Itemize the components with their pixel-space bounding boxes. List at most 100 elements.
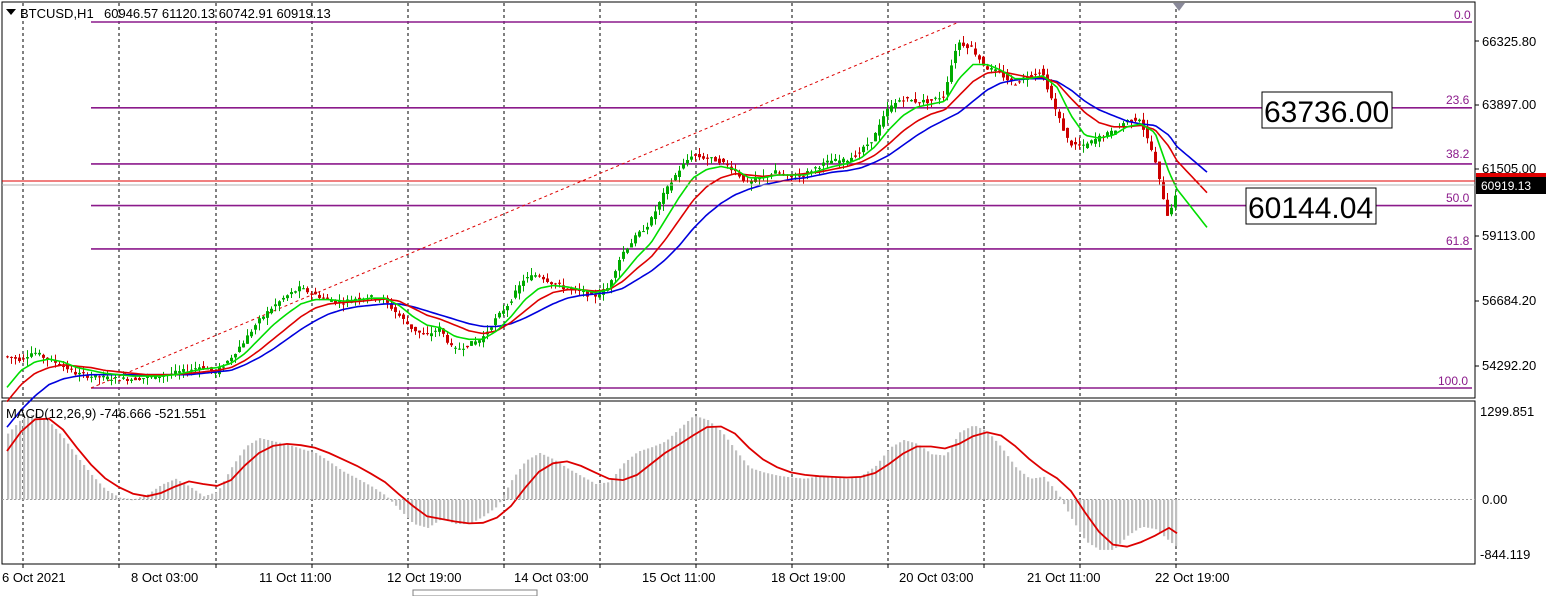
candle-bull <box>114 377 117 379</box>
candle-bull <box>30 353 33 357</box>
candle-bull <box>614 271 617 278</box>
candle-bull <box>282 297 285 300</box>
macd-bar <box>55 428 58 500</box>
macd-bar <box>463 499 466 525</box>
time-label: 8 Oct 03:00 <box>131 570 198 585</box>
macd-bar <box>43 418 46 500</box>
candle-bull <box>274 304 277 307</box>
macd-bar <box>1095 499 1098 548</box>
macd-bar <box>923 448 926 500</box>
candle-bull <box>598 294 601 298</box>
macd-bar <box>459 499 462 525</box>
ohlc-values: 60946.57 61120.13 60742.91 60919.13 <box>104 6 331 21</box>
macd-bar <box>207 494 210 500</box>
macd-bar <box>195 490 198 500</box>
macd-bar <box>287 444 290 500</box>
macd-bar <box>1047 481 1050 500</box>
candle-bear <box>334 299 337 304</box>
macd-bar <box>919 445 922 500</box>
trend-line <box>90 21 960 389</box>
macd-bar <box>631 456 634 500</box>
candle-bear <box>54 360 57 363</box>
candle-bull <box>246 335 249 344</box>
macd-bar <box>771 474 774 500</box>
macd-bar <box>355 477 358 500</box>
symbol-dropdown-icon[interactable] <box>6 9 16 15</box>
time-label: 14 Oct 03:00 <box>514 570 588 585</box>
macd-bar <box>335 466 338 500</box>
macd-bar <box>1011 461 1014 500</box>
macd-bar <box>123 498 126 500</box>
candle-bull <box>810 171 813 173</box>
macd-bar <box>831 476 834 500</box>
candle-bear <box>906 97 909 99</box>
candle-bull <box>866 144 869 147</box>
chart-shift-marker-icon[interactable] <box>1173 3 1185 11</box>
macd-bar <box>1075 499 1078 526</box>
macd-bar <box>95 479 98 500</box>
macd-bar <box>951 445 954 500</box>
macd-bar <box>467 499 470 525</box>
macd-bar <box>243 449 246 500</box>
candle-bull <box>158 376 161 378</box>
candle-bull <box>934 97 937 99</box>
candle-bear <box>714 157 717 162</box>
macd-histogram <box>7 413 1178 550</box>
macd-bar <box>251 442 254 500</box>
candle-bull <box>626 248 629 253</box>
candle-bull <box>950 65 953 82</box>
horizontal-scrollbar[interactable] <box>412 589 538 596</box>
fib-label-100: 100.0 <box>1438 374 1468 388</box>
price-tick-1: 66325.80 <box>1482 34 1536 49</box>
candle-bull <box>806 171 809 174</box>
macd-bar <box>751 468 754 500</box>
macd-bar <box>743 460 746 500</box>
macd-bar <box>527 459 530 500</box>
lower-price-box[interactable] <box>1245 187 1377 225</box>
candle-bull <box>894 102 897 109</box>
candle-bear <box>974 48 977 55</box>
upper-price-box[interactable] <box>1261 91 1393 129</box>
macd-bar <box>39 415 42 500</box>
macd-bar <box>83 464 86 500</box>
macd-bar <box>223 481 226 500</box>
candle-bear <box>442 328 445 334</box>
macd-bar <box>375 489 378 500</box>
current-price-label: 60919.13 <box>1481 179 1531 193</box>
macd-bar <box>235 461 238 500</box>
macd-bar <box>1115 499 1118 548</box>
candle-bull <box>330 300 333 302</box>
time-label: 21 Oct 11:00 <box>1027 570 1100 585</box>
macd-bar <box>255 440 258 500</box>
candle-bear <box>410 324 413 329</box>
candle-bear <box>778 172 781 174</box>
macd-bar <box>139 497 142 500</box>
candle-bull <box>434 330 437 332</box>
macd-bar <box>203 496 206 500</box>
macd-bar <box>947 452 950 500</box>
macd-bar <box>791 477 794 500</box>
candle-bull <box>458 348 461 350</box>
macd-bar <box>135 498 138 500</box>
macd-bar <box>307 450 310 500</box>
candle-bull <box>818 167 821 169</box>
macd-bar <box>491 499 494 511</box>
candle-bull <box>190 369 193 371</box>
candle-bear <box>74 371 77 375</box>
macd-bar <box>211 493 214 500</box>
candle-bull <box>602 289 605 295</box>
macd-bar <box>179 481 182 500</box>
macd-bar <box>59 433 62 500</box>
candle-bear <box>1066 127 1069 138</box>
candle-bear <box>1002 72 1005 78</box>
macd-bar <box>539 452 542 500</box>
candle-bull <box>454 347 457 349</box>
candle-bear <box>450 343 453 346</box>
candle-bull <box>822 162 825 166</box>
macd-bar <box>759 471 762 500</box>
candle-bull <box>478 340 481 343</box>
macd-bar <box>931 454 934 500</box>
candle-bull <box>862 146 865 153</box>
candle-bear <box>422 333 425 335</box>
